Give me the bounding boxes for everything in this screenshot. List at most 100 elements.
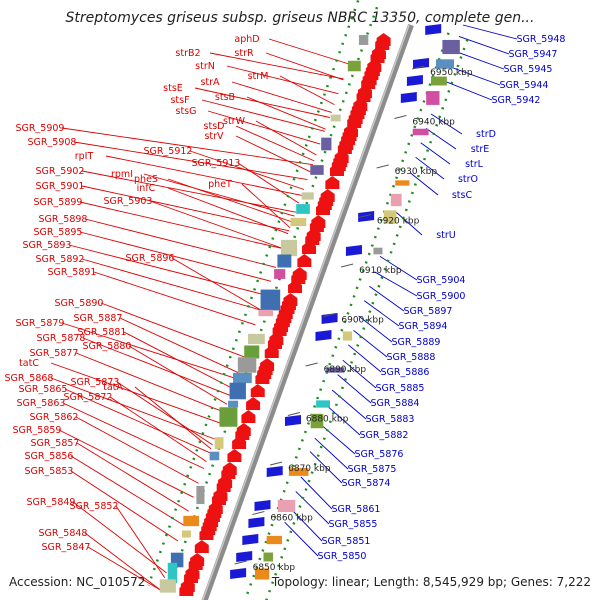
- gene-label-left[interactable]: SGR_5913: [192, 158, 241, 169]
- gene-arrow-reverse[interactable]: [246, 397, 261, 410]
- gene-label-left[interactable]: SGR_5856: [25, 451, 74, 462]
- gene-block[interactable]: [229, 382, 246, 400]
- gene-label-left[interactable]: SGR_5878: [37, 333, 86, 344]
- gene-label-left[interactable]: SGR_5862: [30, 412, 79, 423]
- gene-block[interactable]: [342, 331, 353, 341]
- gene-label-left[interactable]: SGR_5847: [42, 542, 91, 553]
- gene-block[interactable]: [426, 91, 440, 105]
- gene-arrow-forward[interactable]: [254, 500, 271, 511]
- gene-label-right[interactable]: SGR_5850: [318, 551, 367, 562]
- gene-arrow-reverse[interactable]: [264, 345, 279, 358]
- gene-arrow-reverse[interactable]: [330, 163, 344, 176]
- gene-label-left[interactable]: SGR_5899: [34, 197, 83, 208]
- gene-label-left[interactable]: SGR_5868: [5, 373, 54, 384]
- gene-label-left[interactable]: tatA: [103, 382, 123, 393]
- gene-label-right[interactable]: SGR_5944: [500, 80, 549, 91]
- gene-block[interactable]: [442, 39, 460, 55]
- gene-label-right[interactable]: strD: [476, 129, 496, 140]
- gene-label-left[interactable]: tatC: [19, 358, 39, 369]
- gene-label-right[interactable]: SGR_5883: [366, 414, 415, 425]
- gene-label-left[interactable]: SGR_5877: [30, 348, 79, 359]
- gene-label-left[interactable]: strM: [248, 71, 269, 82]
- gene-arrow-reverse[interactable]: [232, 436, 247, 449]
- gene-arrow-forward[interactable]: [242, 534, 259, 545]
- gene-label-right[interactable]: SGR_5885: [376, 383, 425, 394]
- gene-block[interactable]: [280, 239, 298, 257]
- gene-label-right[interactable]: SGR_5875: [348, 464, 397, 475]
- gene-arrow-reverse[interactable]: [302, 241, 317, 254]
- gene-label-right[interactable]: strU: [436, 230, 456, 241]
- gene-label-left[interactable]: SGR_5857: [31, 438, 80, 449]
- gene-label-left[interactable]: strN: [195, 61, 215, 72]
- gene-label-right[interactable]: strO: [458, 174, 478, 185]
- gene-label-right[interactable]: strL: [465, 159, 484, 170]
- gene-arrow-forward[interactable]: [248, 517, 265, 528]
- gene-arrow-forward[interactable]: [266, 466, 283, 477]
- gene-label-left[interactable]: stsE: [163, 83, 183, 94]
- gene-block[interactable]: [326, 367, 345, 373]
- gene-block[interactable]: [358, 35, 369, 45]
- gene-label-left[interactable]: pheT: [208, 179, 232, 190]
- gene-label-left[interactable]: stsB: [215, 92, 235, 103]
- gene-block[interactable]: [219, 407, 238, 427]
- gene-arrow-reverse[interactable]: [316, 202, 331, 215]
- gene-block[interactable]: [288, 468, 309, 476]
- gene-block[interactable]: [258, 309, 274, 317]
- gene-block[interactable]: [301, 192, 314, 200]
- gene-block[interactable]: [274, 269, 286, 279]
- gene-block[interactable]: [181, 530, 191, 538]
- gene-label-left[interactable]: SGR_5852: [70, 501, 119, 512]
- gene-label-left[interactable]: SGR_5903: [104, 196, 153, 207]
- gene-block[interactable]: [383, 210, 397, 224]
- gene-block[interactable]: [277, 254, 292, 268]
- gene-arrow-reverse[interactable]: [241, 410, 256, 423]
- gene-label-right[interactable]: SGR_5948: [517, 34, 566, 45]
- gene-block[interactable]: [183, 515, 199, 527]
- gene-label-left[interactable]: stsF: [170, 95, 189, 106]
- gene-arrow-reverse[interactable]: [227, 449, 242, 462]
- gene-label-right[interactable]: SGR_5874: [342, 478, 391, 489]
- gene-block[interactable]: [347, 60, 361, 72]
- gene-block[interactable]: [321, 137, 332, 151]
- gene-label-right[interactable]: SGR_5945: [504, 64, 553, 75]
- gene-label-left[interactable]: SGR_5912: [144, 146, 193, 157]
- gene-arrow-forward[interactable]: [425, 24, 442, 35]
- gene-arrow-forward[interactable]: [358, 211, 375, 222]
- gene-block[interactable]: [233, 372, 252, 384]
- gene-label-left[interactable]: strB2: [175, 48, 200, 59]
- gene-label-left[interactable]: infC: [137, 183, 156, 194]
- gene-label-left[interactable]: SGR_5873: [71, 377, 120, 388]
- gene-label-right[interactable]: SGR_5855: [329, 519, 378, 530]
- gene-label-right[interactable]: SGR_5942: [492, 95, 541, 106]
- gene-label-right[interactable]: SGR_5882: [360, 430, 409, 441]
- gene-block[interactable]: [277, 499, 296, 513]
- gene-label-left[interactable]: SGR_5872: [64, 392, 113, 403]
- gene-block[interactable]: [167, 562, 178, 584]
- gene-arrow-reverse[interactable]: [179, 583, 194, 596]
- gene-label-left[interactable]: pheS: [134, 174, 158, 185]
- gene-block[interactable]: [244, 345, 260, 359]
- gene-label-left[interactable]: SGR_5880: [83, 341, 132, 352]
- gene-label-left[interactable]: strV: [204, 131, 224, 142]
- gene-arrow-reverse[interactable]: [255, 371, 270, 384]
- gene-block[interactable]: [436, 59, 454, 69]
- gene-block[interactable]: [159, 579, 176, 593]
- gene-block[interactable]: [316, 400, 331, 408]
- gene-block[interactable]: [196, 485, 205, 505]
- gene-block[interactable]: [228, 400, 239, 408]
- gene-arrow-forward[interactable]: [345, 245, 362, 256]
- gene-label-left[interactable]: SGR_5887: [74, 313, 123, 324]
- gene-block[interactable]: [209, 451, 220, 461]
- gene-label-left[interactable]: stsD: [204, 121, 225, 132]
- gene-label-right[interactable]: SGR_5884: [371, 398, 420, 409]
- gene-block[interactable]: [263, 552, 273, 562]
- gene-label-right[interactable]: SGR_5876: [355, 449, 404, 460]
- gene-label-left[interactable]: SGR_5879: [16, 318, 65, 329]
- gene-label-right[interactable]: SGR_5904: [417, 275, 466, 286]
- gene-label-left[interactable]: SGR_5881: [78, 327, 127, 338]
- gene-block[interactable]: [266, 535, 282, 545]
- gene-label-left[interactable]: aphD: [234, 34, 259, 45]
- gene-label-left[interactable]: SGR_5859: [13, 425, 62, 436]
- gene-label-left[interactable]: SGR_5896: [126, 253, 175, 264]
- gene-label-right[interactable]: SGR_5947: [509, 49, 558, 60]
